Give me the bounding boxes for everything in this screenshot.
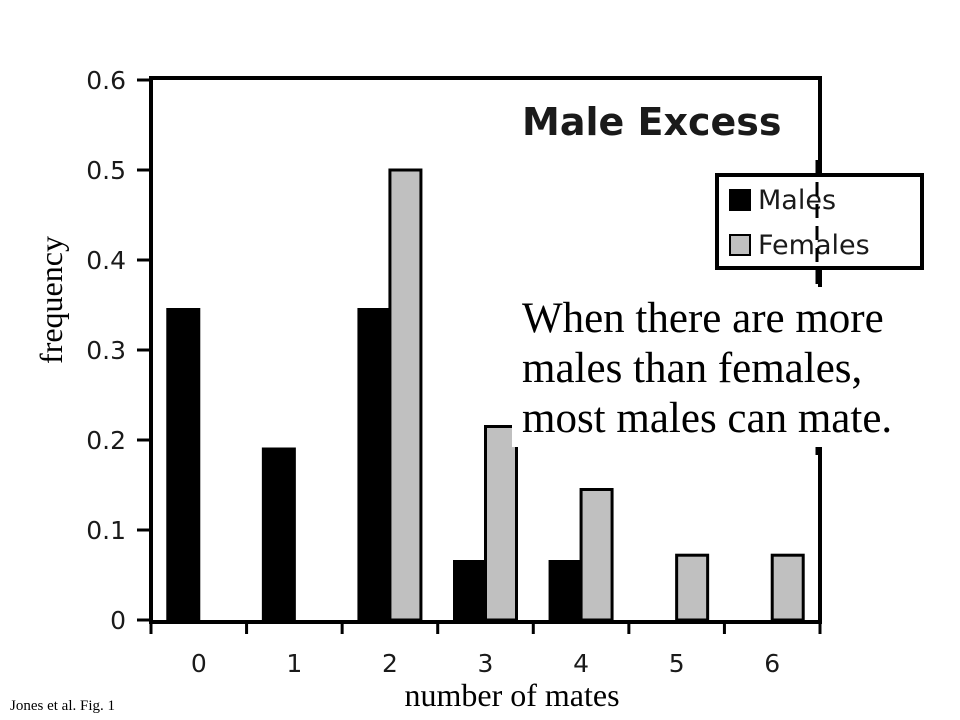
legend-label-males: Males <box>758 185 836 216</box>
x-tick-label-6: 6 <box>764 649 780 678</box>
x-tick-label-2: 2 <box>382 649 398 678</box>
y-tick-label-0: 0 <box>110 606 126 635</box>
legend-swatch-females <box>729 234 751 256</box>
annotation-backdrop <box>512 287 932 447</box>
x-tick-label-5: 5 <box>669 649 685 678</box>
annotation-line-3: most males can mate. <box>522 395 892 442</box>
annotation-line-1: When there are more <box>522 295 884 342</box>
bars-layer <box>166 168 805 622</box>
bar-females-2 <box>388 168 423 622</box>
y-axis-label: frequency <box>33 236 69 364</box>
legend-label-females: Females <box>758 230 870 261</box>
bar-males-3 <box>453 560 487 622</box>
annotation-line-2: males than females, <box>522 345 862 392</box>
y-axis: 0 0.1 0.2 0.3 0.4 0.5 0.6 <box>86 66 151 635</box>
x-tick-label-1: 1 <box>286 649 302 678</box>
bar-males-4 <box>548 560 583 622</box>
x-axis: 0 1 2 3 4 5 6 <box>149 620 822 678</box>
x-tick-label-0: 0 <box>191 649 207 678</box>
y-tick-label-2: 0.2 <box>86 426 126 455</box>
bar-females-5 <box>675 553 710 622</box>
legend-swatch-males <box>729 189 751 211</box>
y-tick-label-3: 0.3 <box>86 336 126 365</box>
x-tick-label-4: 4 <box>573 649 589 678</box>
annotation: When there are more males than females, … <box>512 287 932 447</box>
x-axis-label: number of mates <box>404 677 619 713</box>
bar-females-4 <box>579 488 614 622</box>
y-tick-label-6: 0.6 <box>86 66 126 95</box>
bar-females-3 <box>484 425 518 622</box>
y-tick-label-5: 0.5 <box>86 156 126 185</box>
bar-males-2 <box>357 308 392 622</box>
bar-males-0 <box>166 308 201 622</box>
bar-females-6 <box>770 553 805 622</box>
bar-males-1 <box>261 447 296 622</box>
x-tick-label-3: 3 <box>478 649 494 678</box>
y-tick-label-1: 0.1 <box>86 516 126 545</box>
chart-title: Male Excess <box>522 100 782 144</box>
legend-box <box>715 173 924 270</box>
legend: Males Females <box>715 173 924 270</box>
source-caption: Jones et al. Fig. 1 <box>10 698 115 714</box>
y-tick-label-4: 0.4 <box>86 246 126 275</box>
